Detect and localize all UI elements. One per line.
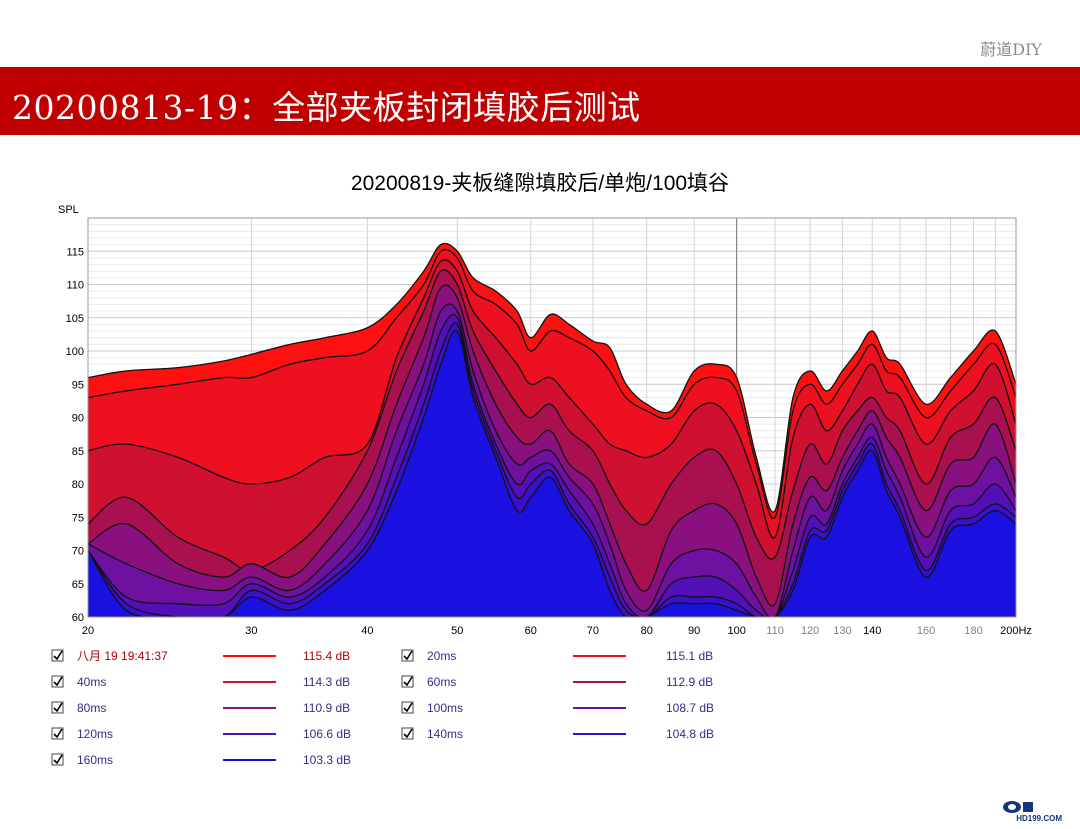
legend-peak-value: 114.3 dB (303, 675, 350, 689)
check-icon (403, 676, 413, 687)
check-icon (53, 702, 63, 713)
x-tick-label: 140 (863, 625, 881, 637)
series-line-0 (88, 242, 1016, 513)
x-tick-label: 30 (245, 625, 257, 637)
series-area-5 (88, 304, 1016, 617)
x-tick-label: 130 (833, 625, 851, 637)
legend-series-name: 60ms (427, 675, 456, 689)
legend-checkbox (51, 675, 64, 688)
series-line-5 (88, 303, 1016, 617)
legend-checkbox (51, 701, 64, 714)
legend-peak-value: 108.7 dB (666, 701, 714, 715)
x-tick-label: 120 (801, 625, 819, 637)
legend-series-name: 120ms (77, 727, 113, 741)
legend-series-name: 20ms (427, 649, 456, 663)
legend-peak-value: 112.9 dB (666, 675, 713, 689)
series-line-1 (88, 248, 1016, 520)
legend-series-name: 160ms (77, 753, 113, 767)
x-tick-label: 180 (964, 625, 982, 637)
x-tick-label: 50 (451, 625, 463, 637)
slide-title: 20200813-19：全部夹板封闭填胶后测试 (12, 88, 641, 127)
plot-border (87, 217, 1017, 618)
y-tick-label: 80 (72, 479, 84, 491)
y-tick-label: 115 (66, 246, 84, 258)
legend-peak-value: 115.1 dB (666, 649, 713, 663)
y-tick-label: 70 (72, 546, 84, 558)
y-tick-label: 95 (72, 379, 84, 391)
legend-series-name: 80ms (77, 701, 106, 715)
y-tick-label: 65 (72, 579, 84, 591)
legend-peak-value: 103.3 dB (303, 753, 351, 767)
legend-checkbox (401, 675, 414, 688)
x-tick-label: 100 (727, 625, 745, 637)
legend-checkbox (51, 649, 64, 662)
series-area-4 (88, 285, 1016, 617)
legend-series-name: 140ms (427, 727, 463, 741)
legend-peak-value: 115.4 dB (303, 649, 350, 663)
chart-title: 20200819-夹板缝隙填胶后/单炮/100填谷 (350, 172, 730, 195)
x-tick-label: 70 (587, 625, 599, 637)
series-line-8 (88, 329, 1016, 617)
legend-checkbox (51, 727, 64, 740)
legend-checkbox (401, 649, 414, 662)
check-icon (53, 676, 63, 687)
title-banner: 20200813-19：全部夹板封闭填胶后测试 (0, 67, 1080, 135)
x-tick-label: 90 (688, 625, 700, 637)
x-tick-label: 200Hz (1000, 625, 1032, 637)
series-line-6 (88, 313, 1016, 617)
check-icon (403, 702, 413, 713)
legend-peak-value: 104.8 dB (666, 727, 714, 741)
series-area-8 (88, 330, 1016, 617)
series-line-2 (88, 259, 1016, 539)
waterfall-slices (88, 242, 1016, 617)
y-tick-label: 85 (72, 446, 84, 458)
y-axis-label: SPL (58, 204, 79, 216)
y-tick-label: 110 (66, 280, 84, 292)
check-icon (53, 650, 63, 661)
y-tick-label: 100 (66, 346, 84, 358)
legend-series-name: 40ms (77, 675, 106, 689)
legend-checkbox (401, 701, 414, 714)
legend-checkbox (51, 753, 64, 766)
x-tick-label: 20 (82, 625, 94, 637)
series-line-4 (88, 284, 1016, 607)
y-tick-label: 75 (72, 512, 84, 524)
x-tick-label: 40 (361, 625, 373, 637)
x-tick-label: 80 (641, 625, 653, 637)
x-tick-label: 60 (525, 625, 537, 637)
x-tick-label: 110 (766, 625, 784, 637)
y-tick-label: 105 (66, 313, 84, 325)
legend-checkbox (401, 727, 414, 740)
legend-peak-value: 106.6 dB (303, 727, 351, 741)
series-line-7 (88, 322, 1016, 617)
series-line-3 (88, 269, 1016, 572)
watermark-text: 蔚道DIY (980, 40, 1042, 59)
y-tick-label: 60 (72, 612, 84, 624)
check-icon (53, 728, 63, 739)
check-icon (403, 650, 413, 661)
legend-peak-value: 110.9 dB (303, 701, 350, 715)
x-tick-label: 160 (917, 625, 935, 637)
check-icon (403, 728, 413, 739)
legend-series-name: 八月 19 19:41:37 (77, 649, 168, 663)
logo-text: HD199.COM (1016, 814, 1062, 823)
legend-series-name: 100ms (427, 701, 463, 715)
hd199-logo-icon (1003, 801, 1033, 813)
y-tick-label: 90 (72, 413, 84, 425)
check-icon (53, 754, 63, 765)
